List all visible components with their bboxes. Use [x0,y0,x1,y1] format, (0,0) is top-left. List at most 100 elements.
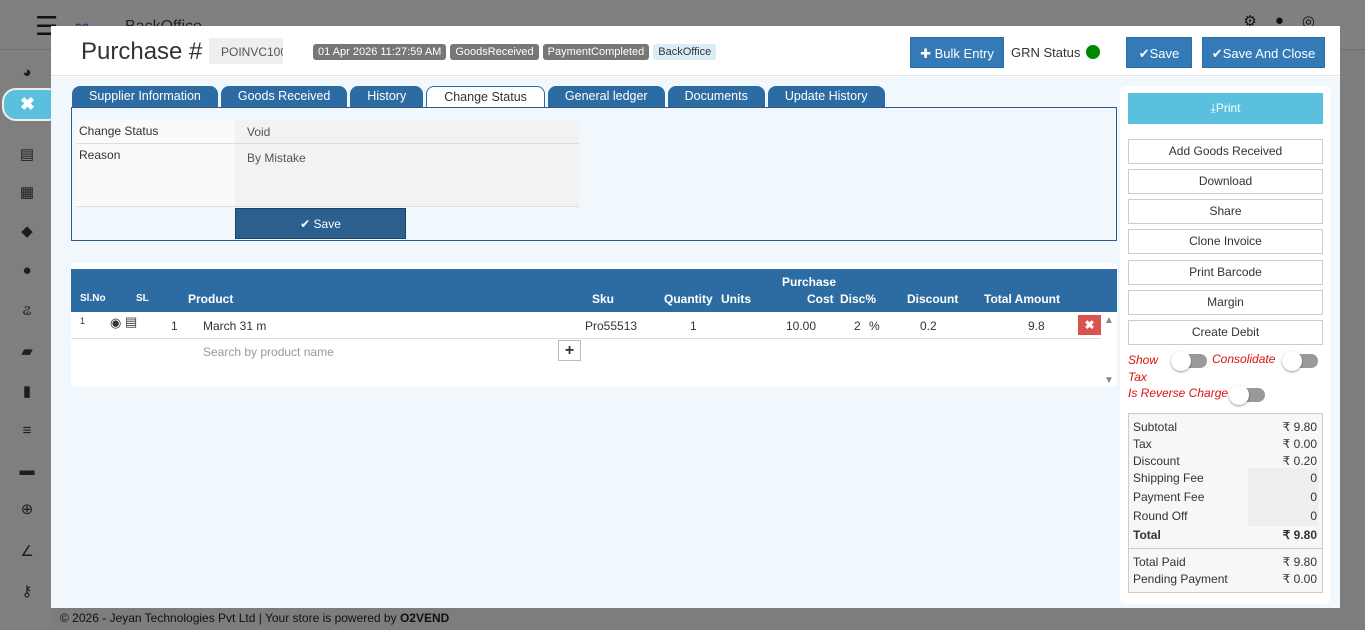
gear-icon[interactable]: ⚙ [1243,13,1257,30]
grn-status: GRN Status [1011,45,1101,60]
tab-change-status[interactable]: Change Status [426,86,545,107]
check-icon: ✔ [1138,46,1150,61]
share-button[interactable]: Share [1128,199,1323,224]
print-button[interactable]: ⤓Print [1128,93,1323,124]
subtotal-label: Subtotal [1133,420,1178,434]
create-debit-button[interactable]: Create Debit [1128,320,1323,345]
page-title: Purchase # [81,38,203,65]
header-sku: Sku [592,292,615,306]
reason-textarea[interactable]: By Mistake [235,144,579,206]
download-button[interactable]: Download [1128,169,1323,194]
tab-supplier-information[interactable]: Supplier Information [72,86,218,107]
print-barcode-button[interactable]: Print Barcode [1128,260,1323,285]
pending-value: ₹ 0.00 [1282,572,1317,586]
reason-label: Reason [79,148,121,162]
book-icon[interactable]: ▮ [22,383,32,400]
scroll-down-icon[interactable]: ▼ [1104,375,1114,386]
header-sl: SL [136,293,149,304]
date-badge: 01 Apr 2026 11:27:59 AM [313,44,447,60]
document-icon[interactable]: ▤ [19,146,35,163]
reverse-charge-toggle[interactable] [1229,385,1265,405]
tab-general-ledger[interactable]: General ledger [547,86,665,107]
list-icon[interactable]: ≡ [22,422,32,439]
margin-button[interactable]: Margin [1128,290,1323,315]
comments-icon[interactable]: ▰ [21,343,33,360]
footer-brand: O2VEND [399,611,450,625]
row-slno: 1 [80,316,86,326]
save-button[interactable]: ✔Save [1126,37,1192,68]
chart-icon[interactable]: ∠ [20,543,34,560]
add-goods-received-button[interactable]: Add Goods Received [1128,139,1323,164]
row-cost[interactable]: 10.00 [786,319,817,333]
eye-icon[interactable]: ◉ [110,315,122,330]
header-disc: Disc% [840,292,877,306]
tags-icon[interactable]: ◆ [21,223,33,240]
boxes-icon[interactable]: ▦ [19,184,35,201]
actions-panel: ⤓Print Add Goods Received Download Share… [1120,86,1330,604]
product-search-input[interactable]: Search by product name [203,345,334,359]
briefcase-icon[interactable]: ▬ [19,462,35,479]
header-purchase: Purchase [782,275,837,289]
tab-goods-received[interactable]: Goods Received [220,86,348,107]
header-cost: Cost [807,292,834,306]
consolidate-label: Consolidate [1212,352,1276,366]
check-icon: ✔ [300,217,311,231]
bulk-entry-label: Bulk Entry [934,46,994,61]
header-discount: Discount [907,292,959,306]
total-label: Total [1133,528,1161,542]
grn-status-dot [1086,45,1101,59]
discount-value: ₹ 0.20 [1282,454,1317,468]
payment-status-badge: PaymentCompleted [542,44,650,60]
subtotal-value: ₹ 9.80 [1282,420,1317,434]
list-icon[interactable]: ▤ [125,314,138,329]
delete-row-button[interactable]: ✖ [1078,315,1101,335]
row-disc-unit: % [869,319,880,333]
show-tax-toggle[interactable] [1171,351,1207,371]
grn-status-label: GRN Status [1011,45,1081,60]
tab-bar: Supplier Information Goods Received Hist… [72,86,885,107]
shipping-fee-input[interactable]: 0 [1310,471,1317,485]
round-off-input[interactable]: 0 [1310,509,1317,523]
tax-value: ₹ 0.00 [1282,437,1317,451]
key-icon[interactable]: ⚷ [21,583,33,600]
save-close-label: Save And Close [1222,46,1316,61]
globe-icon[interactable]: ⊕ [20,501,34,518]
total-paid-value: ₹ 9.80 [1282,555,1317,569]
row-product[interactable]: March 31 m [203,319,267,333]
reverse-charge-label: Is Reverse Charge [1128,386,1229,400]
header-units: Units [721,292,751,306]
avatar[interactable]: ◎ [1301,13,1315,30]
sidebar: ◕ ▤ ▦ ◆ ● ଌ ▰ ▮ ≡ ▬ ⊕ ∠ ⚷ [0,50,52,630]
status-save-label: Save [313,217,341,231]
grid-header: Sl.No SL Product Sku Quantity Units Purc… [71,269,1117,312]
tab-history[interactable]: History [350,86,424,107]
save-and-close-button[interactable]: ✔Save And Close [1202,37,1325,68]
change-status-panel: Change Status Void Reason By Mistake ✔ S… [71,107,1117,241]
total-value: ₹ 9.80 [1282,528,1317,542]
header-product: Product [188,292,234,306]
pending-label: Pending Payment [1133,572,1228,586]
payment-fee-input[interactable]: 0 [1310,490,1317,504]
consolidate-toggle[interactable] [1282,351,1318,371]
row-quantity[interactable]: 1 [690,319,697,333]
tab-documents[interactable]: Documents [667,86,765,107]
footer: © 2026 - Jeyan Technologies Pvt Ltd | Yo… [60,611,449,625]
clone-invoice-button[interactable]: Clone Invoice [1128,229,1323,254]
tab-update-history[interactable]: Update History [767,86,885,107]
total-paid-label: Total Paid [1133,555,1186,569]
bulk-entry-button[interactable]: ✚ Bulk Entry [910,37,1004,68]
source-badge: BackOffice [653,44,717,60]
purchase-modal: Purchase # POINVC1004Te 01 Apr 2026 11:2… [51,26,1340,608]
check-icon: ✔ [1211,46,1223,61]
row-disc[interactable]: 2 [854,319,861,333]
add-product-button[interactable]: + [558,340,581,361]
dashboard-icon[interactable]: ◕ [22,64,32,81]
scroll-up-icon[interactable]: ▲ [1104,315,1114,326]
invoice-number-field[interactable]: POINVC1004Te [209,38,283,64]
user-icon[interactable]: ● [22,262,32,279]
status-save-button[interactable]: ✔ Save [235,208,406,239]
change-status-select[interactable]: Void [235,120,579,143]
bell-icon[interactable]: ● [1274,12,1284,29]
show-tax-label: Show Tax [1128,353,1159,384]
route-icon[interactable]: ଌ [22,302,32,319]
